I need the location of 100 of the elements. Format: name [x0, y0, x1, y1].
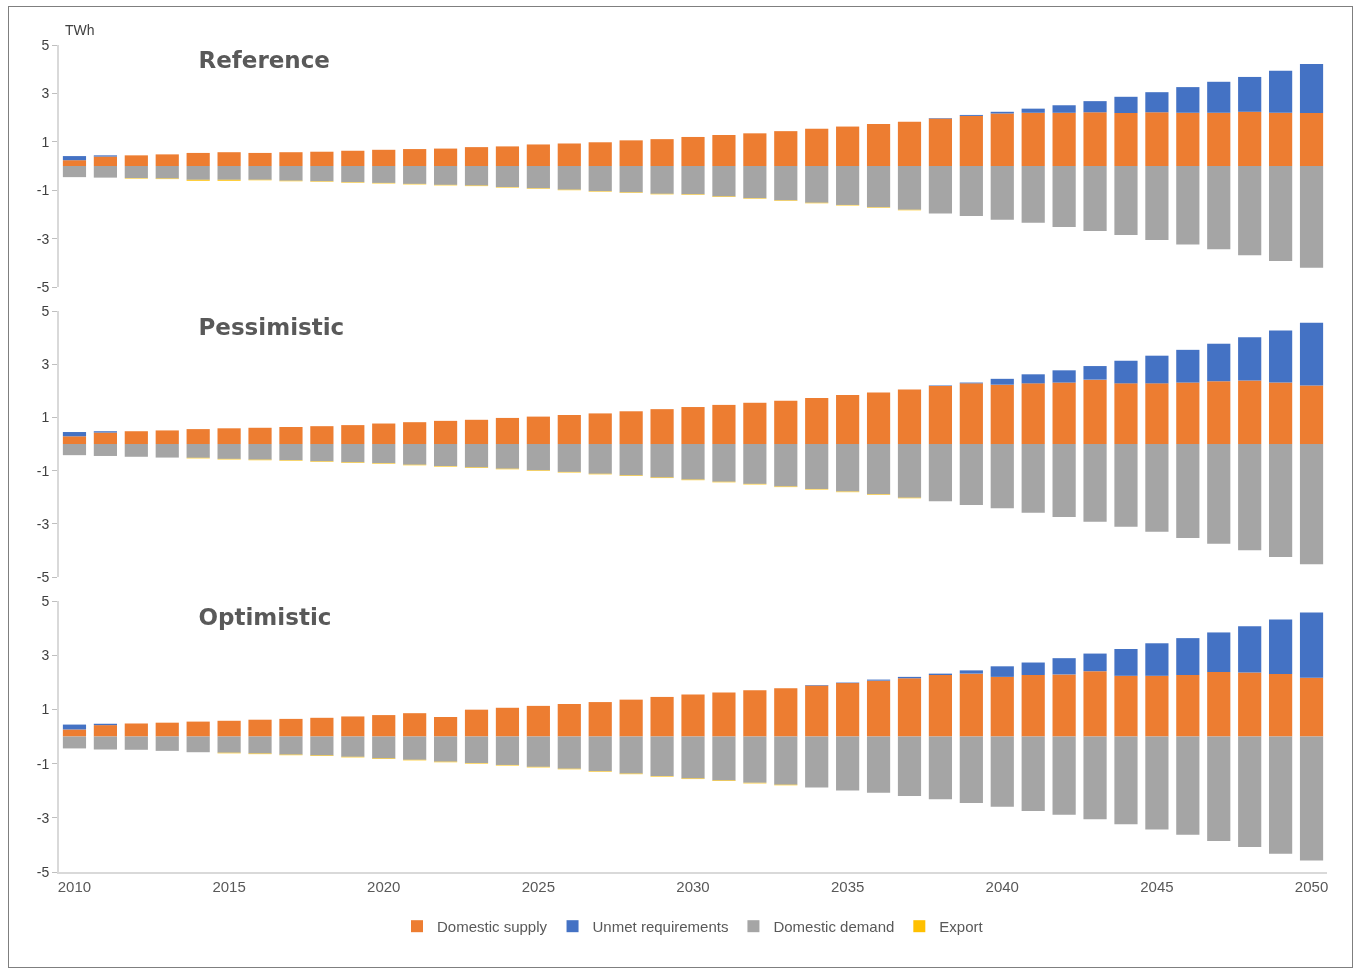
x-tick-label: 2050: [1294, 878, 1329, 895]
y-tick-label: -5: [36, 568, 50, 585]
bar: [526, 416, 550, 444]
bar: [959, 673, 983, 737]
bar: [1145, 355, 1169, 384]
bar: [897, 166, 922, 210]
bar: [959, 166, 983, 217]
bar: [248, 427, 272, 444]
y-tick-label: -1: [36, 462, 50, 479]
legend-label: Domestic demand: [773, 918, 895, 936]
bar: [1114, 736, 1138, 825]
bar: [1021, 383, 1045, 444]
bar: [93, 725, 117, 737]
bar: [774, 688, 798, 737]
bar: [1207, 81, 1231, 113]
bar: [1269, 619, 1293, 674]
bar: [62, 736, 87, 749]
bar: [928, 444, 953, 502]
bar: [774, 131, 798, 166]
x-tick-label: 2040: [985, 878, 1019, 895]
bar: [1083, 671, 1107, 737]
bar: [1083, 366, 1107, 380]
bar: [1269, 382, 1293, 444]
bar: [990, 166, 1014, 220]
bar: [186, 736, 210, 753]
bar: [526, 736, 550, 767]
bar: [557, 444, 581, 472]
bar: [928, 386, 953, 444]
bar: [1021, 112, 1045, 166]
bar: [1176, 638, 1200, 675]
bar: [310, 717, 334, 737]
bar: [279, 426, 303, 444]
bar: [866, 680, 891, 737]
bar: [62, 432, 87, 437]
bar: [1299, 113, 1324, 166]
bar: [62, 444, 87, 456]
y-tick-label: -3: [36, 809, 50, 826]
bar: [124, 431, 148, 444]
bar: [1114, 444, 1138, 527]
bar: [1021, 374, 1045, 384]
bar: [866, 392, 891, 444]
x-tick-label: 2020: [367, 878, 401, 895]
bar: [1299, 736, 1324, 861]
bar: [464, 419, 489, 444]
x-tick-label: 2025: [521, 878, 556, 895]
bar: [1207, 632, 1231, 672]
bar: [155, 736, 179, 751]
bar: [341, 150, 365, 166]
bar: [217, 444, 241, 459]
bar: [681, 444, 705, 480]
bar: [681, 136, 705, 166]
bar: [1052, 658, 1076, 675]
bar: [62, 436, 87, 444]
bar: [1052, 382, 1076, 444]
bar: [124, 723, 148, 737]
bar: [836, 166, 860, 205]
bar: [1269, 673, 1293, 737]
bar: [217, 720, 241, 737]
bar: [464, 709, 489, 737]
bar: [650, 409, 674, 444]
bar: [1021, 662, 1045, 675]
bar: [1207, 343, 1231, 382]
bar: [464, 166, 489, 186]
bar: [495, 166, 520, 188]
bar: [433, 166, 458, 185]
bar: [1052, 736, 1076, 815]
bar: [897, 678, 922, 737]
bar: [1114, 360, 1138, 384]
bar: [1176, 87, 1200, 113]
bar: [1299, 677, 1324, 737]
bar: [1114, 383, 1138, 444]
y-tick-label: 3: [41, 356, 50, 373]
bar: [1238, 111, 1262, 166]
bar: [341, 166, 365, 183]
bar: [743, 133, 767, 166]
bar: [1176, 166, 1200, 245]
bar: [403, 149, 427, 166]
bar: [1176, 674, 1200, 737]
bar: [124, 444, 148, 457]
bar: [1083, 736, 1107, 820]
bar: [93, 432, 117, 444]
bar: [990, 666, 1014, 677]
bar: [93, 444, 117, 456]
bar: [959, 383, 983, 444]
bar: [1299, 444, 1324, 565]
bar: [805, 166, 829, 203]
bar: [372, 444, 396, 464]
chart-title: Optimistic: [198, 604, 332, 631]
bar: [1083, 166, 1107, 232]
bar: [588, 142, 612, 166]
bar: [1083, 101, 1107, 113]
bar: [1083, 444, 1107, 522]
bar: [1269, 736, 1293, 854]
bar: [1176, 349, 1200, 383]
bar: [526, 144, 550, 166]
bar: [1238, 166, 1262, 256]
bar: [1083, 112, 1107, 166]
bar: [1145, 383, 1169, 444]
bar: [1145, 736, 1169, 830]
bar: [279, 718, 303, 737]
